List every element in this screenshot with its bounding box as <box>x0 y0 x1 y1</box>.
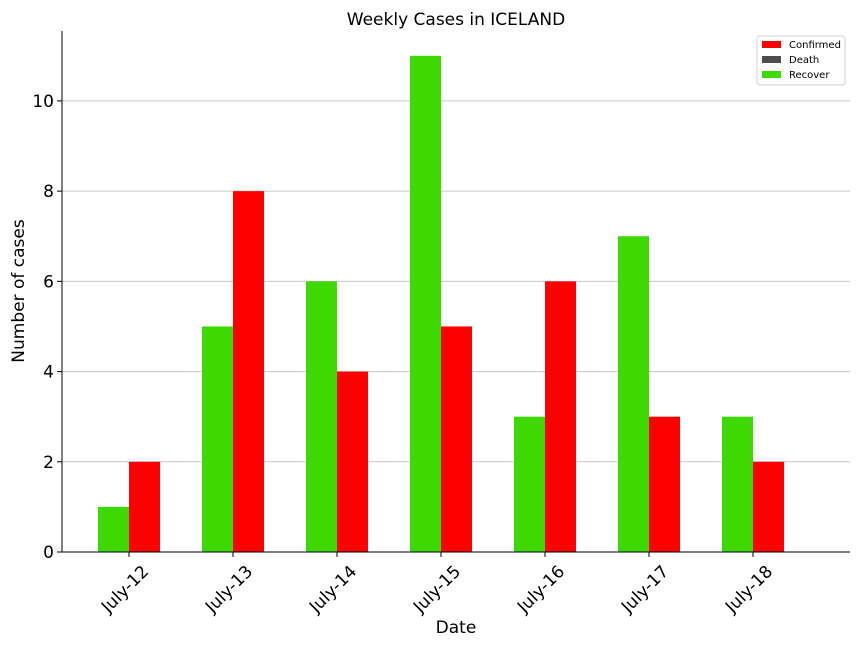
bars <box>98 55 784 553</box>
x-tick-label: July-12 <box>97 562 153 618</box>
y-tick-label: 0 <box>43 543 54 563</box>
y-tick-label: 8 <box>43 182 54 202</box>
y-tick-label: 10 <box>32 92 54 112</box>
bar-recover <box>410 55 441 553</box>
bar-confirmed <box>545 281 576 552</box>
bar-recover <box>306 281 337 552</box>
chart-title: Weekly Cases in ICELAND <box>347 10 565 30</box>
x-axis-label: Date <box>436 618 477 638</box>
legend-swatch <box>762 41 781 48</box>
bar-recover <box>618 236 649 552</box>
legend: Confirmed Death Recover <box>756 35 846 86</box>
bar-recover <box>98 506 129 552</box>
bar-confirmed <box>441 326 472 552</box>
legend-swatch <box>762 71 781 78</box>
x-tick-label: July-13 <box>201 562 257 618</box>
y-axis-label: Number of cases <box>9 219 29 363</box>
y-tick-label: 6 <box>43 272 54 292</box>
x-tick-label: July-17 <box>617 562 673 618</box>
legend-swatch <box>762 56 781 63</box>
bar-confirmed <box>649 416 680 552</box>
bar-recover <box>514 416 545 552</box>
y-tick-label: 2 <box>43 453 54 473</box>
y-tick-label: 4 <box>43 363 54 383</box>
bar-confirmed <box>753 461 784 552</box>
x-tick-label: July-18 <box>721 562 777 618</box>
legend-label: Recover <box>789 70 830 81</box>
legend-label: Death <box>789 55 819 66</box>
gridlines <box>62 100 850 463</box>
bar-confirmed <box>233 191 264 552</box>
bar-confirmed <box>337 371 368 552</box>
x-tick-label: July-14 <box>305 562 361 618</box>
x-tick-label: July-15 <box>409 562 465 618</box>
x-tick-label: July-16 <box>513 562 569 618</box>
bar-recover <box>202 326 233 552</box>
bar-confirmed <box>129 461 160 552</box>
bar-recover <box>722 416 753 552</box>
legend-label: Confirmed <box>789 40 841 51</box>
